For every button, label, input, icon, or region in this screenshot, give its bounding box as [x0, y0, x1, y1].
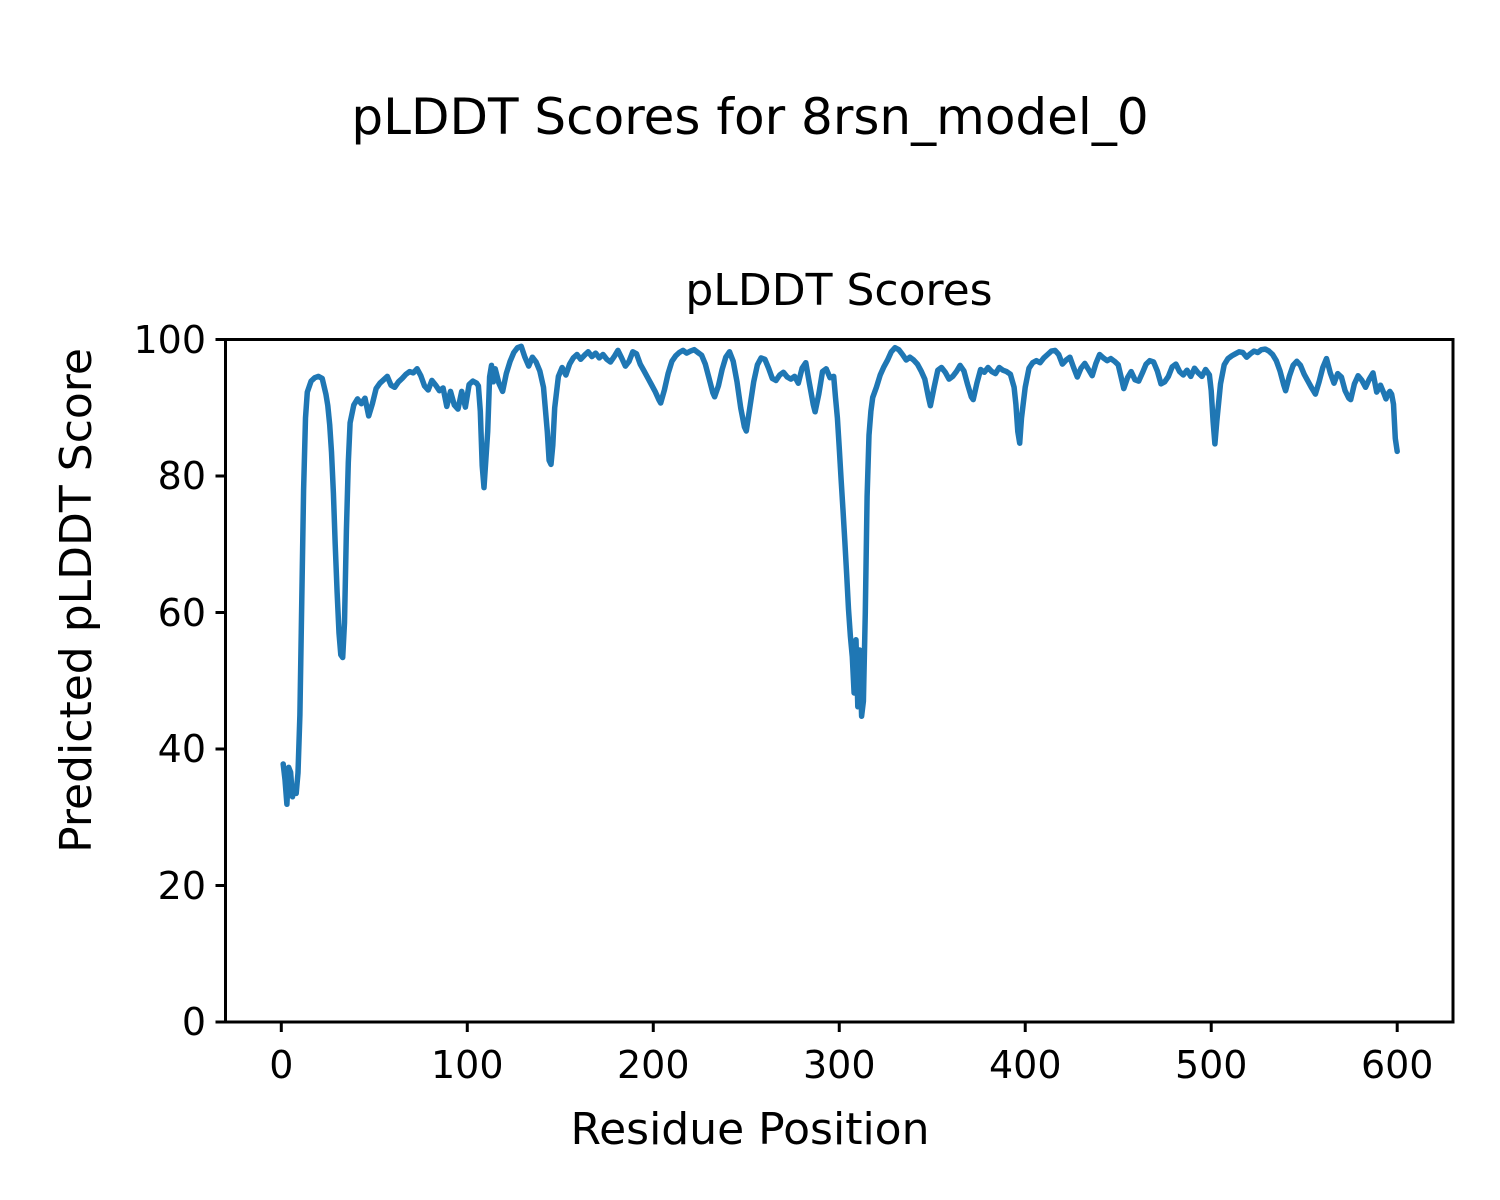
axes-title: pLDDT Scores	[685, 265, 993, 316]
x-tick-label-400: 400	[988, 1043, 1062, 1087]
x-tick-label-300: 300	[802, 1043, 876, 1087]
x-tick-label-0: 0	[269, 1043, 294, 1087]
y-tick-label-100: 100	[133, 317, 206, 362]
x-axis-label: Residue Position	[570, 1104, 930, 1155]
y-tick-label-20: 20	[157, 863, 206, 908]
y-axis-label-box: Predicted pLDDT Score	[50, 0, 102, 1200]
y-tick-label-60: 60	[157, 590, 206, 635]
y-tick-label-80: 80	[157, 454, 206, 498]
plddt-line-series	[280, 343, 1400, 808]
x-tick-label-500: 500	[1174, 1043, 1248, 1087]
figure-suptitle: pLDDT Scores for 8rsn_model_0	[351, 88, 1149, 146]
plot-border	[224, 338, 1455, 1024]
y-tick-label-0: 0	[181, 1000, 206, 1044]
x-tick-label-100: 100	[431, 1043, 504, 1087]
x-tick-label-200: 200	[616, 1043, 690, 1087]
y-axis-label: Predicted pLDDT Score	[50, 347, 102, 853]
tick-marks	[215, 338, 1399, 1032]
x-tick-label-600: 600	[1360, 1043, 1434, 1087]
y-tick-label-40: 40	[157, 727, 206, 771]
